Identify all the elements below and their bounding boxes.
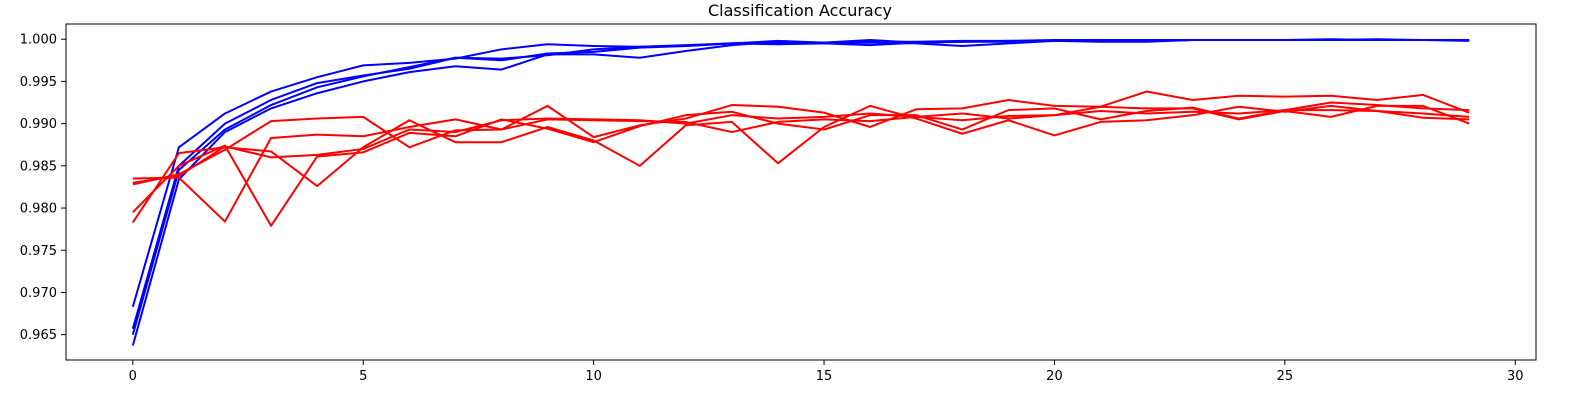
y-tick-label: 0.985 [20, 159, 57, 174]
y-tick-label: 0.970 [20, 286, 57, 301]
series-line-2 [131, 38, 1470, 346]
series-line-5 [131, 104, 1470, 223]
series-layer [131, 38, 1470, 346]
y-axis: 0.965 0.970 0.975 0.980 0.985 0.990 0.995 1.000 [20, 33, 66, 343]
x-tick-label: 15 [816, 369, 833, 384]
x-tick-label: 30 [1507, 369, 1524, 384]
y-tick-label: 0.975 [20, 244, 57, 259]
x-tick-label: 25 [1277, 369, 1294, 384]
series-line-4 [131, 39, 1470, 330]
series-line-9 [132, 109, 1470, 184]
y-tick-label: 0.980 [20, 202, 57, 217]
y-tick-label: 0.965 [20, 328, 57, 343]
y-tick-label: 1.000 [20, 33, 57, 48]
x-tick-label: 10 [585, 369, 602, 384]
y-tick-label: 0.995 [20, 75, 57, 90]
plot-frame [65, 23, 1537, 361]
x-tick-label: 0 [129, 369, 137, 384]
series-line-3 [131, 38, 1470, 335]
x-tick-label: 20 [1046, 369, 1063, 384]
y-tick-label: 0.990 [20, 117, 57, 132]
x-tick-label: 5 [359, 369, 367, 384]
series-line-8 [132, 101, 1470, 227]
chart-title: Classification Accuracy [708, 1, 892, 20]
x-axis: 0 5 10 15 20 25 30 [129, 360, 1524, 384]
series-line-7 [132, 90, 1470, 223]
